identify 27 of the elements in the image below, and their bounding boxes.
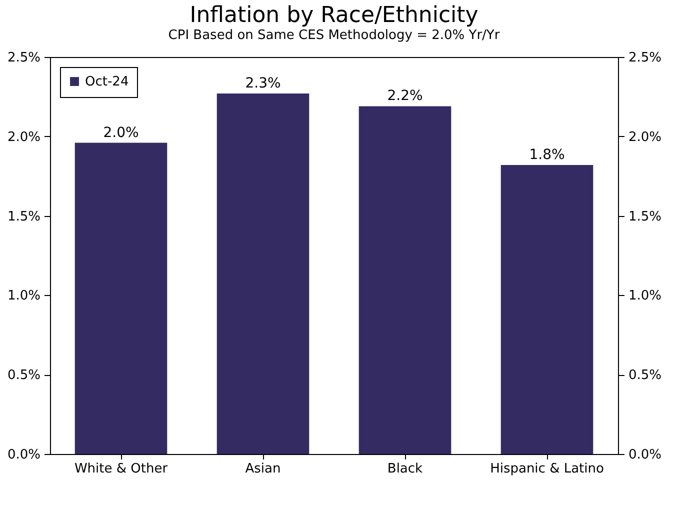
y2-tick-label: 0.0% [628, 448, 662, 462]
y2-tick-label: 1.0% [628, 288, 662, 304]
y-tick-label: 0.0% [7, 448, 40, 462]
bar [216, 94, 310, 454]
y-tick-label: 1.5% [7, 209, 40, 224]
x-tick-label: Asian [245, 462, 281, 476]
x-tick-label: White & Other [74, 462, 168, 476]
y2-tick-label: 2.5% [628, 50, 662, 66]
y-tick-label: 1.0% [7, 288, 40, 304]
y2-tick-label: 1.5% [628, 209, 662, 224]
y2-tick-label: 2.0% [628, 130, 662, 145]
data-label: 1.8% [529, 146, 565, 163]
chart-subtitle: CPI Based on Same CES Methodology = 2.0% Yr/Yr [168, 28, 500, 43]
x-tick-label: Hispanic & Latino [490, 462, 604, 476]
bar [358, 106, 452, 454]
x-tick-label: Black [387, 462, 424, 476]
bar [500, 164, 594, 454]
y-tick-label: 0.5% [7, 368, 40, 384]
data-label: 2.0% [103, 124, 139, 141]
y2-tick-label: 0.5% [628, 368, 662, 384]
y-tick-label: 2.0% [7, 130, 40, 145]
y-tick-label: 2.5% [7, 50, 40, 66]
legend-label: Oct-24 [85, 74, 129, 90]
chart-title: Inflation by Race/Ethnicity [190, 3, 478, 28]
data-label: 2.2% [387, 88, 423, 104]
bar [74, 142, 168, 454]
data-label: 2.3% [245, 76, 281, 92]
